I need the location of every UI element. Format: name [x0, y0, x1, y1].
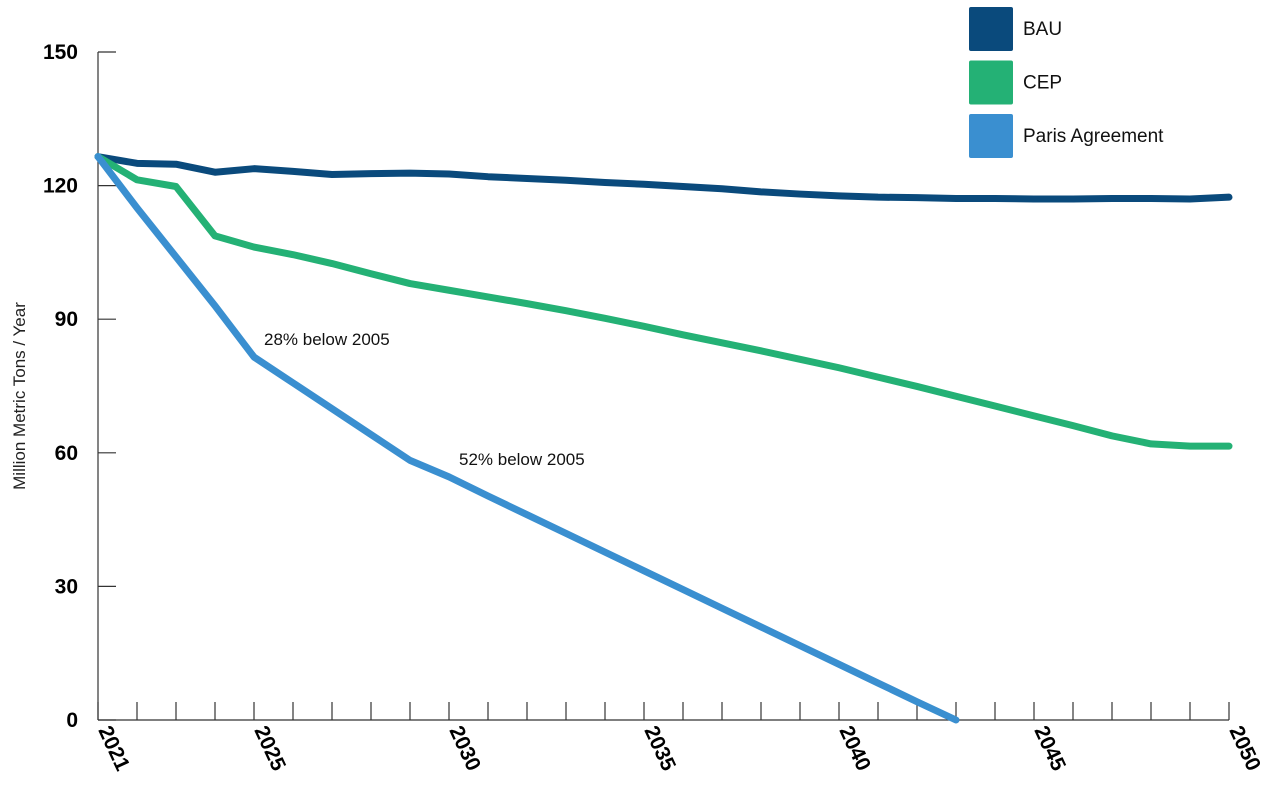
- y-tick-label: 60: [55, 442, 78, 465]
- annotation-layer: 28% below 2005 52% below 2005: [264, 330, 585, 469]
- x-tick-label: 2040: [834, 722, 875, 774]
- y-tick-label: 90: [55, 308, 78, 331]
- legend-swatch-paris-agreement: [969, 114, 1013, 158]
- legend-label-paris-agreement: Paris Agreement: [1023, 126, 1164, 147]
- y-axis-label: Million Metric Tons / Year: [10, 302, 29, 490]
- legend-swatch-bau: [969, 7, 1013, 51]
- series-line-bau: [94, 153, 1233, 203]
- series-line-paris-agreement: [94, 153, 960, 724]
- legend: BAU CEP Paris Agreement: [969, 7, 1164, 158]
- series-line-cep: [94, 153, 1233, 450]
- y-tick-label: 0: [66, 709, 78, 732]
- axes: 0 30 60 90 120 150 2021 2025 2030 2035 2040 2045 205…: [10, 41, 1265, 775]
- y-tick-label: 120: [43, 175, 78, 198]
- x-tick-label: 2035: [639, 722, 680, 774]
- x-tick-label: 2050: [1224, 722, 1265, 774]
- annotation-label: 28% below 2005: [264, 330, 390, 349]
- legend-label-cep: CEP: [1023, 73, 1062, 94]
- series-layer: [94, 153, 1233, 724]
- x-tick-label: 2021: [93, 722, 134, 774]
- y-tick-label: 150: [43, 41, 78, 64]
- x-tick-label: 2025: [249, 722, 290, 774]
- x-tick-label: 2030: [444, 722, 485, 774]
- x-tick-label: 2045: [1029, 722, 1070, 774]
- y-tick-label: 30: [55, 575, 78, 598]
- annotation-label: 52% below 2005: [459, 450, 585, 469]
- legend-swatch-cep: [969, 60, 1013, 105]
- legend-label-bau: BAU: [1023, 19, 1062, 40]
